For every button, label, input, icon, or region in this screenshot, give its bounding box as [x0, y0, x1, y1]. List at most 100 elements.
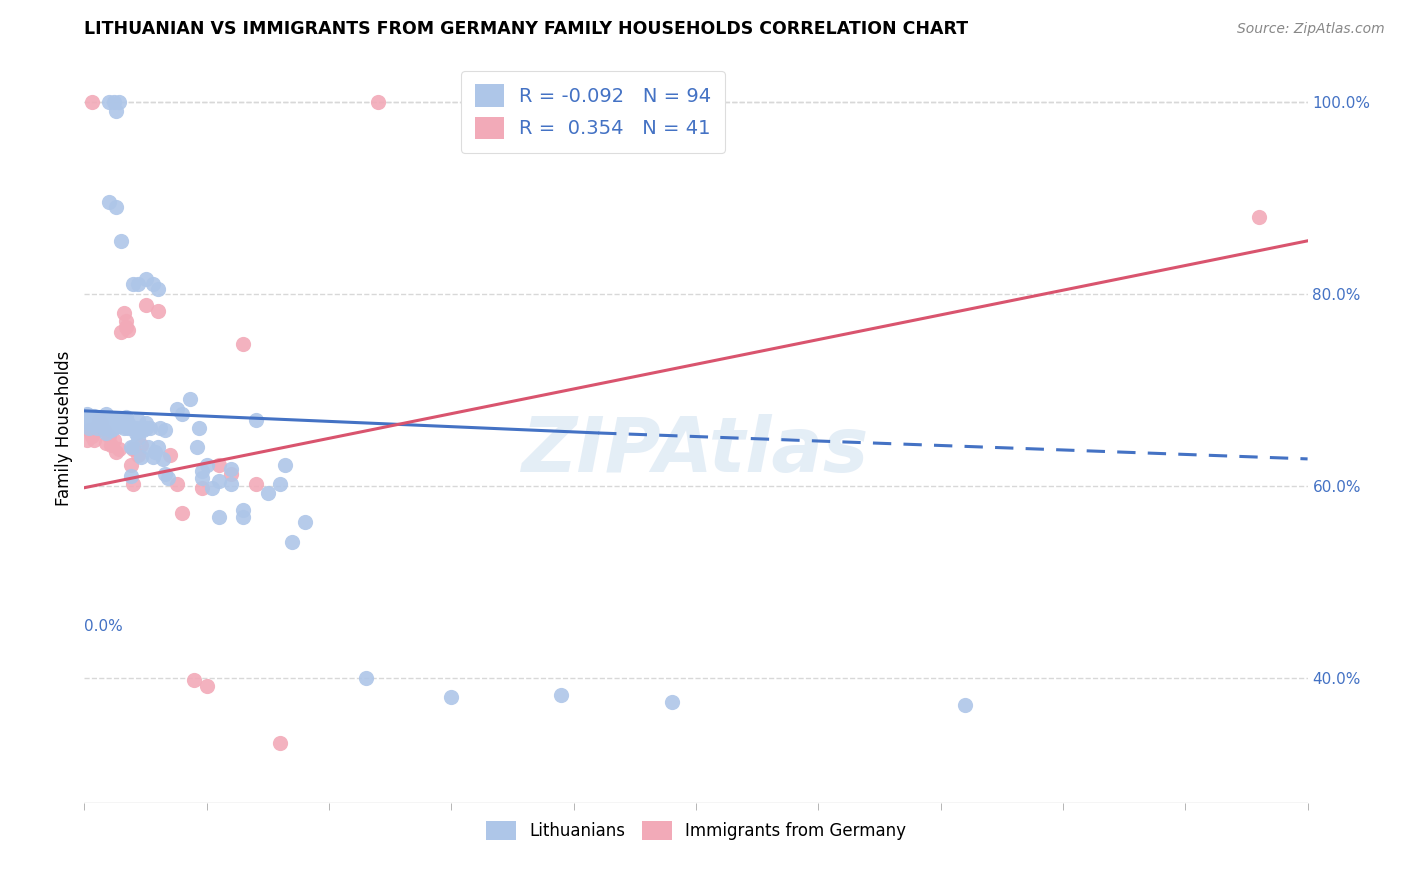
Text: LITHUANIAN VS IMMIGRANTS FROM GERMANY FAMILY HOUSEHOLDS CORRELATION CHART: LITHUANIAN VS IMMIGRANTS FROM GERMANY FA…: [84, 21, 969, 38]
Point: [87, 413, 110, 427]
Point: [127, 448, 149, 462]
Point: [208, 458, 231, 472]
Point: [132, 423, 155, 437]
Point: [127, 277, 149, 291]
Point: [100, 423, 122, 437]
Point: [367, 95, 389, 109]
Point: [97, 409, 120, 424]
Point: [112, 417, 135, 431]
Point: [100, 438, 122, 452]
Point: [107, 95, 129, 109]
Point: [281, 534, 304, 549]
Point: [105, 445, 128, 459]
Text: Source: ZipAtlas.com: Source: ZipAtlas.com: [1237, 22, 1385, 37]
Point: [97, 195, 120, 210]
Point: [80, 410, 103, 425]
Point: [77, 417, 100, 431]
Point: [172, 506, 194, 520]
Point: [120, 469, 142, 483]
Point: [257, 486, 280, 500]
Point: [179, 392, 201, 407]
Point: [135, 421, 157, 435]
Point: [112, 421, 135, 435]
Point: [354, 671, 377, 685]
Point: [139, 421, 162, 435]
Point: [97, 95, 120, 109]
Point: [117, 323, 139, 337]
Point: [115, 313, 138, 327]
Point: [245, 413, 267, 427]
Text: 0.0%: 0.0%: [84, 619, 124, 634]
Point: [188, 421, 211, 435]
Point: [142, 277, 165, 291]
Text: ZIPAtlas: ZIPAtlas: [522, 414, 870, 488]
Point: [269, 476, 291, 491]
Point: [149, 421, 172, 435]
Point: [191, 481, 214, 495]
Point: [125, 425, 148, 440]
Point: [97, 421, 120, 435]
Point: [105, 200, 128, 214]
Point: [105, 104, 128, 119]
Point: [103, 95, 125, 109]
Point: [83, 409, 105, 423]
Point: [115, 320, 138, 334]
Point: [103, 433, 125, 447]
Point: [97, 429, 120, 443]
Point: [80, 413, 103, 427]
Point: [195, 679, 218, 693]
Point: [107, 419, 129, 434]
Point: [156, 471, 179, 485]
Point: [105, 411, 128, 425]
Point: [269, 736, 291, 750]
Point: [122, 441, 145, 455]
Point: [117, 421, 139, 435]
Point: [93, 413, 115, 427]
Point: [115, 413, 138, 427]
Point: [122, 421, 145, 435]
Point: [96, 425, 118, 440]
Point: [93, 423, 115, 437]
Point: [146, 304, 169, 318]
Point: [219, 461, 242, 475]
Point: [125, 421, 148, 435]
Point: [142, 450, 165, 464]
Point: [100, 413, 122, 427]
Point: [110, 325, 132, 339]
Point: [76, 409, 98, 424]
Point: [146, 282, 169, 296]
Point: [245, 476, 267, 491]
Point: [77, 423, 100, 437]
Point: [219, 467, 242, 482]
Point: [83, 417, 105, 431]
Point: [183, 673, 205, 687]
Point: [195, 458, 218, 472]
Point: [122, 442, 145, 457]
Point: [129, 450, 152, 464]
Point: [953, 698, 976, 712]
Y-axis label: Family Households: Family Households: [55, 351, 73, 506]
Point: [294, 516, 316, 530]
Point: [112, 306, 135, 320]
Point: [232, 503, 254, 517]
Point: [219, 476, 242, 491]
Legend: Lithuanians, Immigrants from Germany: Lithuanians, Immigrants from Germany: [479, 814, 912, 847]
Point: [232, 336, 254, 351]
Point: [77, 421, 100, 435]
Point: [191, 464, 214, 478]
Point: [685, 95, 707, 109]
Point: [96, 435, 118, 450]
Point: [274, 458, 297, 472]
Point: [86, 419, 108, 434]
Point: [166, 476, 188, 491]
Point: [87, 418, 110, 433]
Point: [103, 421, 125, 435]
Point: [122, 476, 145, 491]
Point: [136, 441, 159, 455]
Point: [200, 481, 222, 495]
Point: [208, 509, 231, 524]
Point: [90, 417, 112, 431]
Point: [135, 417, 157, 431]
Point: [76, 411, 98, 425]
Point: [120, 441, 142, 455]
